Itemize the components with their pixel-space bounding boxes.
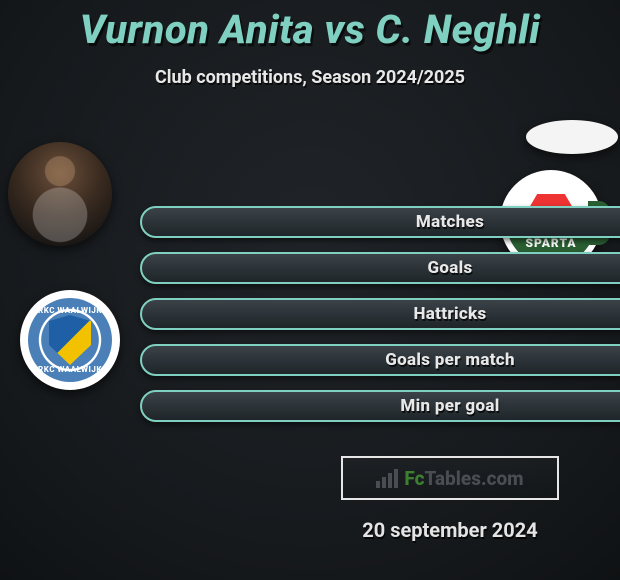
stat-label: Hattricks	[413, 304, 486, 324]
stat-row: Goals per match 0.5	[140, 344, 620, 376]
stats-list: Matches 4 Goals 2 Hattricks 0 Goals per …	[140, 206, 620, 542]
club-badge-left-text-top: RKC WAALWIJK	[28, 306, 112, 315]
stat-label: Matches	[416, 212, 484, 232]
stat-row: Min per goal 239	[140, 390, 620, 422]
brand-text: FcTables.com	[404, 467, 523, 490]
page-title: Vurnon Anita vs C. Neghli	[0, 0, 620, 53]
subtitle: Club competitions, Season 2024/2025	[0, 67, 620, 88]
stat-label: Min per goal	[400, 396, 499, 416]
date-label: 20 september 2024	[140, 518, 620, 542]
comparison-card: Vurnon Anita vs C. Neghli Club competiti…	[0, 0, 620, 580]
brand-prefix: Fc	[404, 467, 424, 490]
stat-label: Goals per match	[385, 350, 515, 370]
stat-label: Goals	[427, 258, 472, 278]
club-badge-left: RKC WAALWIJK RKC WAALWIJK	[20, 290, 120, 390]
player-left-photo	[8, 142, 112, 246]
player-right-photo	[526, 120, 618, 154]
stat-row: Matches 4	[140, 206, 620, 238]
club-badge-left-text-bottom: RKC WAALWIJK	[28, 365, 112, 374]
brand-logo[interactable]: FcTables.com	[341, 456, 559, 500]
brand-suffix: Tables.com	[425, 467, 524, 490]
bar-chart-icon	[376, 468, 398, 488]
stat-row: Hattricks 0	[140, 298, 620, 330]
club-badge-left-shield-icon	[49, 315, 91, 365]
stat-row: Goals 2	[140, 252, 620, 284]
